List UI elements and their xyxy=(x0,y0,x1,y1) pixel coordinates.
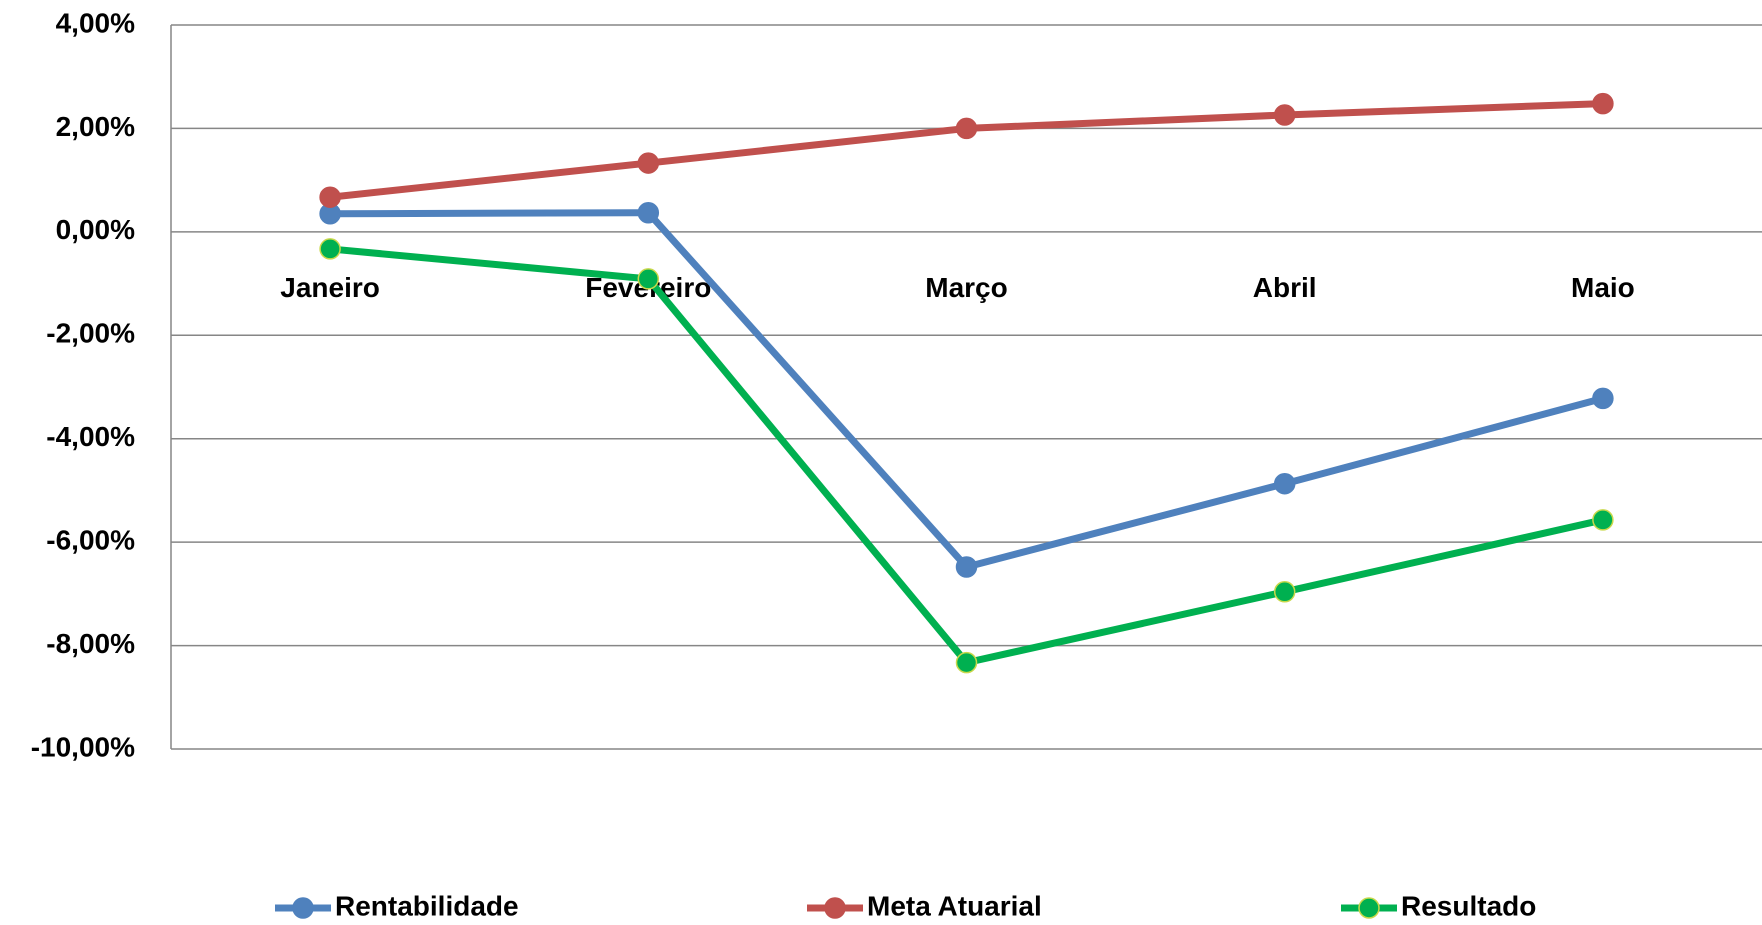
data-point xyxy=(637,268,660,290)
y-tick-label: 2,00% xyxy=(56,111,135,142)
data-point xyxy=(319,238,341,260)
series-line xyxy=(329,245,1604,667)
x-tick-label: Abril xyxy=(1253,272,1317,303)
data-point xyxy=(1273,104,1296,126)
data-point xyxy=(319,186,341,208)
y-tick-label: 0,00% xyxy=(56,214,135,245)
data-point xyxy=(1592,92,1614,115)
data-point xyxy=(1273,472,1296,495)
y-tick-label: -8,00% xyxy=(46,628,135,659)
y-tick-label: -2,00% xyxy=(46,318,135,349)
data-point xyxy=(955,117,978,140)
data-point xyxy=(637,152,660,174)
legend-label: Meta Atuarial xyxy=(867,890,1042,921)
data-point xyxy=(955,556,978,578)
data-point xyxy=(1273,581,1296,603)
legend-marker xyxy=(292,897,314,919)
series-line xyxy=(329,100,1604,201)
x-tick-label: Janeiro xyxy=(280,272,380,303)
y-tick-label: -10,00% xyxy=(31,731,135,762)
y-tick-label: -4,00% xyxy=(46,421,135,452)
x-tick-label: Março xyxy=(925,272,1007,303)
data-point xyxy=(637,201,660,224)
y-tick-label: 4,00% xyxy=(56,7,135,38)
data-point xyxy=(1592,387,1614,410)
x-tick-label: Maio xyxy=(1571,272,1635,303)
y-tick-label: -6,00% xyxy=(46,525,135,556)
legend-label: Resultado xyxy=(1401,890,1536,921)
data-point xyxy=(1592,509,1614,531)
legend-label: Rentabilidade xyxy=(335,890,519,921)
data-point xyxy=(955,651,978,674)
legend-marker xyxy=(824,897,846,919)
legend-marker xyxy=(1358,897,1380,919)
